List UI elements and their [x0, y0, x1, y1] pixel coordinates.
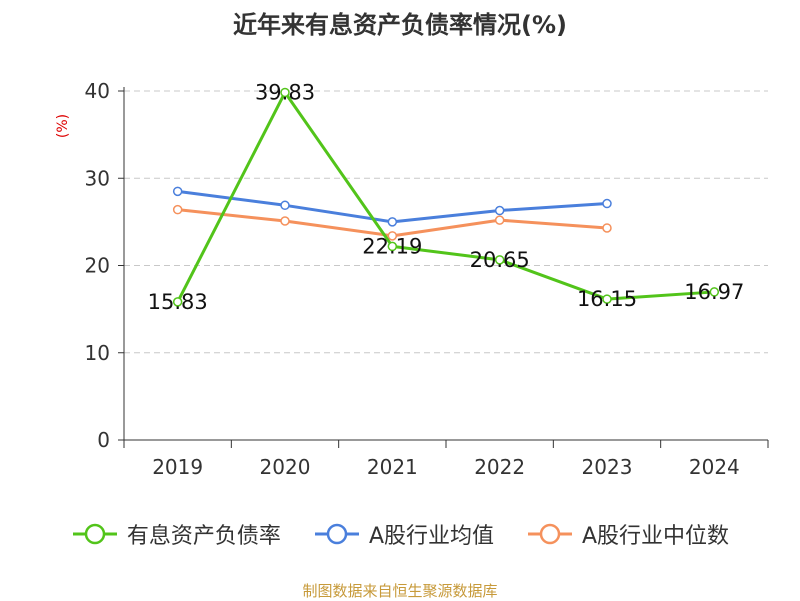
chart-title: 近年来有息资产负债率情况(%) — [233, 11, 567, 39]
y-tick-label: 10 — [85, 341, 110, 365]
data-point[interactable] — [494, 255, 505, 265]
x-tick-label: 2019 — [152, 455, 203, 479]
data-label: 39.83 — [255, 80, 315, 104]
legend-item[interactable]: A股行业中位数 — [526, 518, 729, 550]
data-point[interactable] — [387, 217, 398, 227]
x-tick-label: 2021 — [367, 455, 418, 479]
data-label: 22.19 — [362, 234, 422, 258]
legend-item[interactable]: A股行业均值 — [313, 518, 494, 550]
data-point[interactable] — [280, 200, 290, 211]
data-point[interactable] — [602, 223, 612, 233]
data-point[interactable] — [494, 215, 505, 225]
data-point[interactable] — [280, 87, 290, 98]
data-point[interactable] — [387, 241, 398, 252]
data-label: 16.97 — [684, 280, 744, 304]
chart-legend: 有息资产负债率 A股行业均值 A股行业中位数 — [0, 518, 800, 550]
data-point[interactable] — [602, 198, 612, 209]
legend-item[interactable]: 有息资产负债率 — [71, 518, 281, 550]
data-label: 15.83 — [148, 290, 208, 314]
legend-label: 有息资产负债率 — [126, 524, 281, 549]
legend-line-circle-icon — [314, 523, 359, 545]
data-point[interactable] — [709, 287, 720, 297]
legend-label: A股行业均值 — [368, 524, 494, 549]
source-note: 制图数据来自恒生聚源数据库 — [302, 582, 498, 600]
data-point[interactable] — [172, 186, 183, 197]
legend-label: A股行业中位数 — [582, 524, 730, 549]
data-point[interactable] — [494, 205, 505, 216]
y-tick-label: 0 — [97, 428, 110, 452]
data-label: 20.65 — [470, 248, 530, 272]
data-label: 16.15 — [577, 287, 637, 311]
x-tick-label: 2020 — [260, 455, 311, 479]
data-point[interactable] — [172, 204, 183, 215]
y-tick-label: 20 — [85, 254, 110, 278]
data-point[interactable] — [602, 294, 612, 304]
x-tick-label: 2022 — [474, 455, 525, 479]
data-point[interactable] — [172, 297, 183, 307]
legend-line-circle-icon — [72, 523, 117, 545]
series-line-0 — [176, 90, 715, 303]
data-point[interactable] — [387, 231, 398, 241]
legend-line-circle-icon — [528, 523, 572, 545]
y-tick-label: 40 — [85, 79, 110, 103]
x-tick-label: 2024 — [689, 455, 740, 479]
data-point[interactable] — [280, 216, 290, 226]
y-tick-label: 30 — [85, 166, 110, 190]
x-tick-label: 2023 — [582, 455, 633, 479]
